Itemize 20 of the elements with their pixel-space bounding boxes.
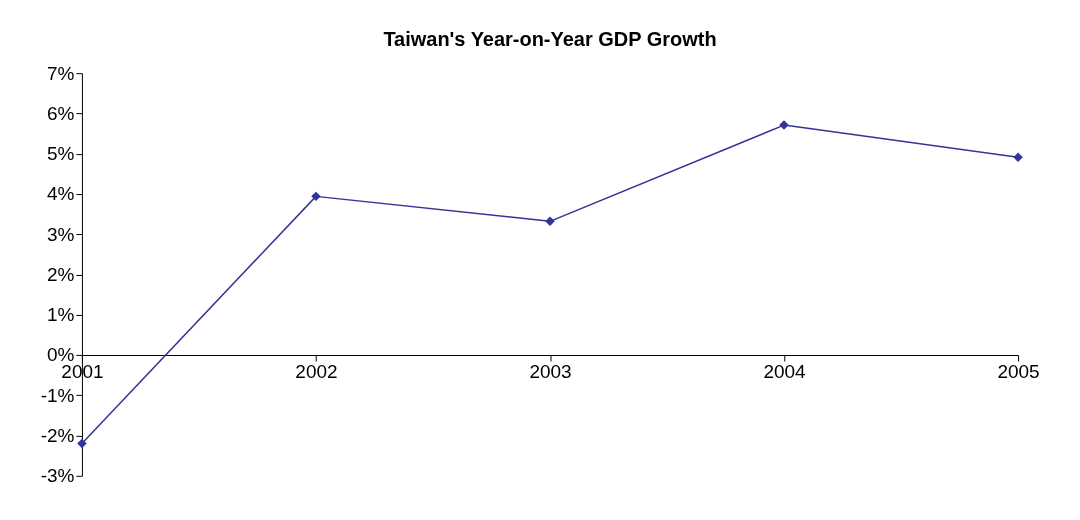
y-tick-label: 5% bbox=[47, 143, 75, 165]
y-tick-label: -2% bbox=[40, 425, 75, 447]
y-tick-label: 6% bbox=[47, 102, 75, 124]
point bbox=[77, 438, 87, 449]
y-tick-label: 4% bbox=[47, 183, 75, 205]
y-tick-label: -1% bbox=[40, 384, 75, 406]
chart-title: Taiwan's Year-on-Year GDP Growth bbox=[383, 28, 717, 51]
x-tick-label: 2002 bbox=[295, 361, 338, 383]
x-tick-label: 2004 bbox=[763, 361, 806, 383]
point bbox=[545, 216, 555, 227]
x-tick-label: 2005 bbox=[997, 361, 1040, 383]
y-tick-label: -3% bbox=[40, 465, 75, 487]
point bbox=[1013, 152, 1023, 163]
y-tick-label: 7% bbox=[47, 62, 75, 84]
y-tick-label: 0% bbox=[47, 344, 75, 366]
y-tick-label: 2% bbox=[47, 263, 75, 285]
y-tick-label: 1% bbox=[47, 304, 75, 326]
point bbox=[311, 191, 321, 202]
x-tick-label: 2003 bbox=[529, 361, 572, 383]
y-tick-label: 3% bbox=[47, 223, 75, 245]
